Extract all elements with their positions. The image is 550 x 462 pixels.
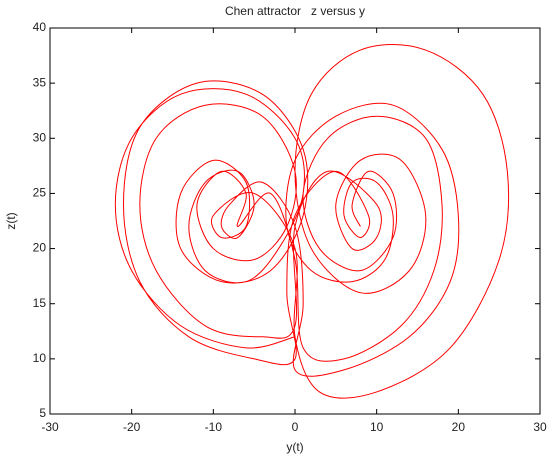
y-axis-label: z(t) (4, 212, 18, 229)
y-tick-label: 35 (33, 75, 47, 89)
y-tick-label: 15 (33, 296, 47, 310)
y-tick-label: 10 (33, 351, 47, 365)
x-tick-label: -30 (41, 420, 59, 434)
y-tick-label: 20 (33, 241, 47, 255)
x-tick-label: 10 (370, 420, 384, 434)
trajectory (114, 44, 510, 399)
x-axis-label: y(t) (286, 440, 303, 454)
x-tick-label: 20 (452, 420, 466, 434)
x-tick-label: 30 (533, 420, 547, 434)
y-tick-label: 30 (33, 130, 47, 144)
y-tick-label: 5 (39, 406, 46, 420)
y-tick-label: 40 (33, 20, 47, 34)
x-tick-label: 0 (292, 420, 299, 434)
chart-title: Chen attractor z versus y (225, 4, 365, 18)
x-tick-label: -10 (205, 420, 223, 434)
x-tick-label: -20 (123, 420, 141, 434)
y-tick-label: 25 (33, 186, 47, 200)
plot-frame (49, 27, 541, 415)
